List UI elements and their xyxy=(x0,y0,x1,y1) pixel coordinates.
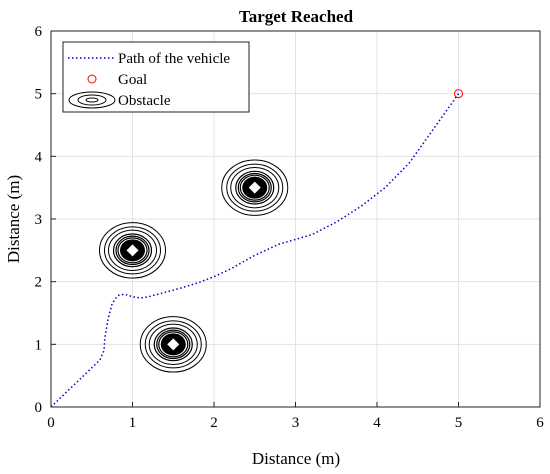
obstacle-contour xyxy=(108,229,157,271)
chart-title: Target Reached xyxy=(239,7,354,26)
x-axis-label: Distance (m) xyxy=(252,449,340,468)
goal-layer xyxy=(454,89,463,99)
obstacle-contour xyxy=(117,237,148,264)
obstacle-contour xyxy=(144,320,202,369)
obstacle xyxy=(99,222,166,279)
obstacle-contour xyxy=(221,159,289,216)
y-tick-label: 2 xyxy=(35,275,43,291)
obstacle xyxy=(139,316,207,373)
obstacles xyxy=(99,159,289,373)
y-tick-label: 3 xyxy=(35,212,43,228)
obstacle-contour xyxy=(239,174,270,201)
legend-goal-label: Goal xyxy=(118,72,147,88)
legend: Path of the vehicle Goal Obstacle xyxy=(62,41,250,113)
y-tick-label: 5 xyxy=(35,87,43,103)
goal-marker xyxy=(454,89,463,99)
obstacle-center xyxy=(167,338,180,351)
y-tick-label: 4 xyxy=(35,149,43,165)
x-tick-label: 1 xyxy=(129,415,137,431)
obstacle-contour xyxy=(230,167,280,209)
y-tick-label: 6 xyxy=(35,24,43,40)
obstacle-contour xyxy=(158,331,189,358)
obstacle-contour xyxy=(156,329,191,360)
x-tick-label: 0 xyxy=(47,415,55,431)
x-tick-label: 4 xyxy=(373,415,381,431)
obstacle-contour xyxy=(139,316,207,373)
obstacle xyxy=(221,159,289,216)
obstacle-contour xyxy=(115,235,150,266)
legend-obstacle-label: Obstacle xyxy=(118,93,171,109)
ticks: 0 1 2 3 4 5 6 0 1 2 3 4 5 6 xyxy=(35,24,545,431)
vehicle-path-line xyxy=(50,93,460,408)
obstacle-contour xyxy=(237,172,272,203)
x-tick-label: 6 xyxy=(536,415,544,431)
obstacle-center xyxy=(248,181,261,194)
legend-obstacle-swatch xyxy=(68,91,116,109)
obstacle-contour xyxy=(112,233,153,268)
legend-path-label: Path of the vehicle xyxy=(118,51,230,67)
y-axis-label: Distance (m) xyxy=(4,175,23,263)
obstacle-contour xyxy=(235,170,275,205)
y-tick-label: 1 xyxy=(35,337,43,353)
obstacle-center xyxy=(126,244,139,257)
obstacle-contour xyxy=(148,323,198,365)
legend-box xyxy=(62,41,250,113)
x-tick-label: 5 xyxy=(455,415,463,431)
obstacle-contour xyxy=(104,226,161,275)
x-tick-label: 3 xyxy=(292,415,300,431)
path-layer xyxy=(50,93,460,408)
obstacle-contour xyxy=(226,163,284,212)
obstacle-contour xyxy=(99,222,166,279)
x-tick-label: 2 xyxy=(210,415,218,431)
y-tick-label: 0 xyxy=(35,400,43,416)
obstacle-contour xyxy=(153,327,193,362)
legend-goal-swatch xyxy=(87,74,97,84)
